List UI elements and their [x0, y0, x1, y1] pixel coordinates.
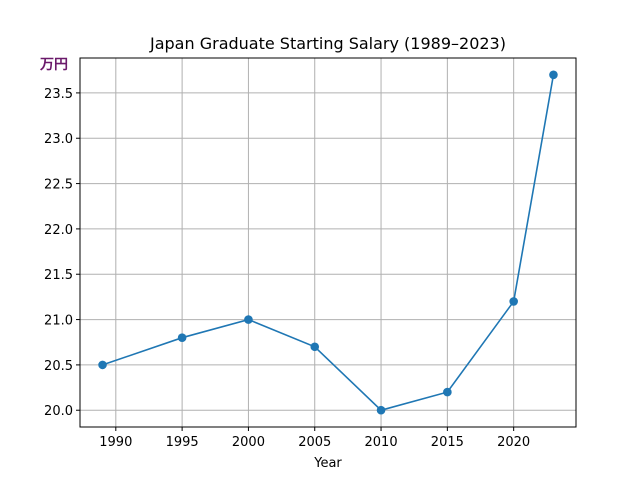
- series: [98, 70, 558, 415]
- x-axis-ticks: 1990 1995 2000 2005 2010 2015 2020: [99, 427, 530, 450]
- y-tick-label: 23.5: [44, 87, 73, 102]
- x-tick-label: 1995: [166, 435, 199, 450]
- data-point: [98, 360, 107, 370]
- x-tick-label: 2015: [431, 435, 464, 450]
- y-tick-label: 21.5: [44, 268, 73, 283]
- data-point: [177, 333, 187, 342]
- chart-title: Japan Graduate Starting Salary (1989–202…: [149, 34, 506, 53]
- y-tick-label: 20.0: [44, 404, 73, 419]
- data-point: [549, 70, 558, 80]
- y-axis-ticks: 20.0 20.5 21.0 21.5 22.0 22.5 23.0 23.5: [44, 87, 80, 419]
- y-unit-label: 万円: [40, 57, 68, 73]
- y-tick-label: 20.5: [44, 359, 73, 374]
- data-point: [509, 297, 518, 306]
- plot-frame: [79, 57, 577, 428]
- y-tick-label: 22.0: [44, 223, 73, 238]
- x-tick-label: 2010: [365, 435, 398, 450]
- series-line: [102, 74, 555, 412]
- data-point: [376, 405, 386, 415]
- x-tick-label: 2000: [232, 435, 265, 450]
- data-point: [443, 387, 452, 397]
- x-tick-label: 1990: [99, 435, 132, 450]
- y-tick-label: 23.0: [44, 132, 73, 147]
- x-tick-label: 2020: [497, 435, 530, 450]
- y-tick-label: 22.5: [44, 178, 73, 193]
- x-axis-label: Year: [313, 456, 342, 471]
- x-tick-label: 2005: [298, 435, 331, 450]
- y-tick-label: 21.0: [44, 314, 73, 329]
- data-point: [244, 315, 253, 324]
- grid: [80, 58, 576, 427]
- data-point: [310, 342, 320, 352]
